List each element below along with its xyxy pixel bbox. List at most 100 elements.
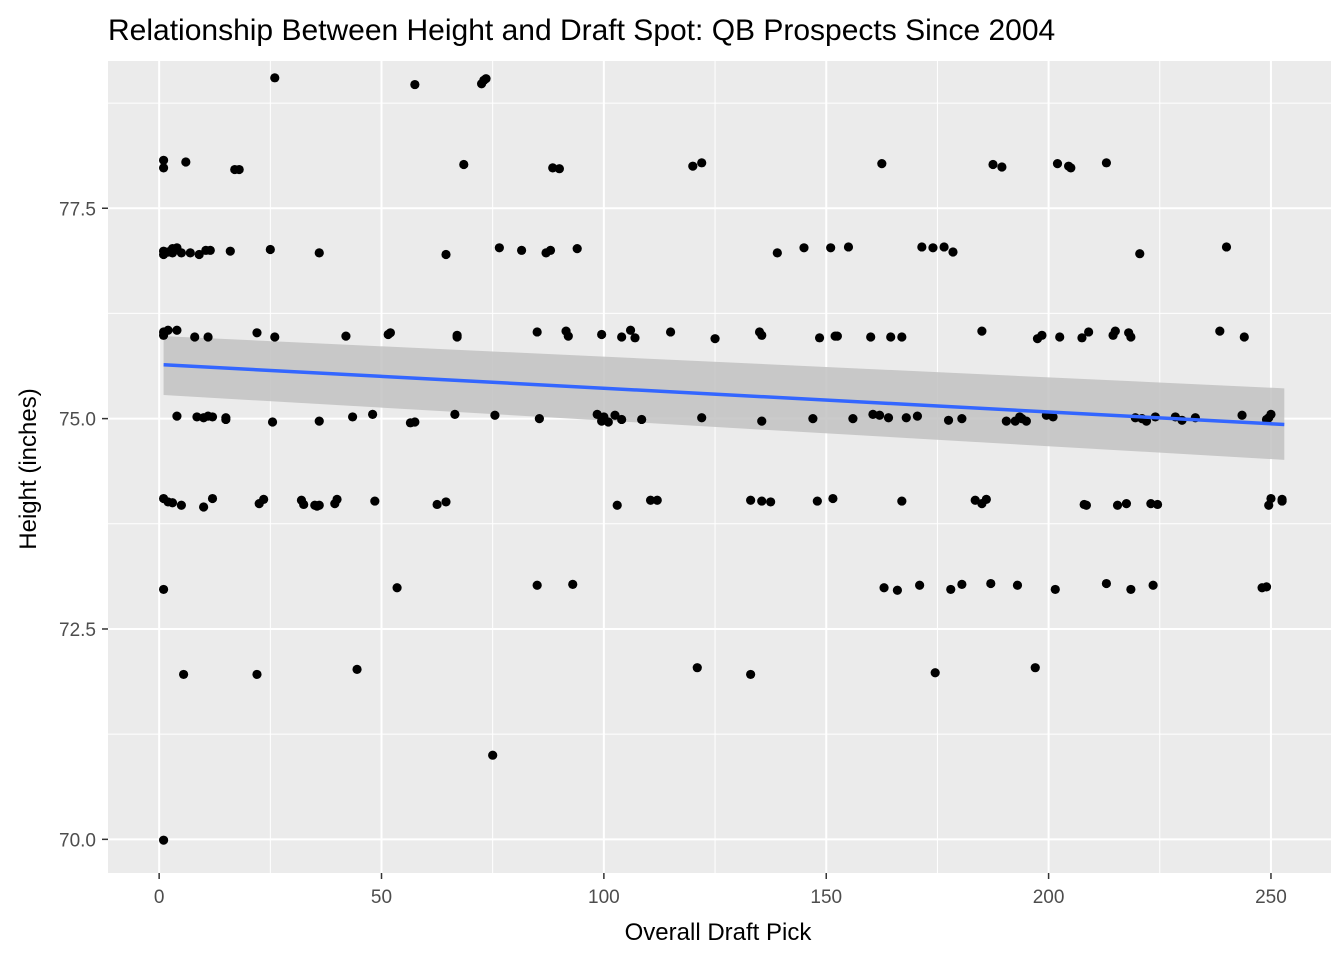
data-point [194, 249, 204, 260]
data-point [410, 79, 420, 90]
y-tick-label: 75.0 [59, 410, 96, 431]
data-point [630, 333, 640, 343]
data-point [370, 496, 380, 506]
data-point [450, 409, 460, 420]
data-point [1121, 499, 1132, 509]
data-point [617, 414, 627, 425]
data-point [563, 331, 573, 341]
data-point [452, 330, 462, 340]
data-point [534, 414, 544, 424]
data-point [1050, 584, 1060, 595]
data-point [199, 502, 209, 512]
x-axis-title: Overall Draft Pick [625, 919, 813, 946]
data-point [158, 584, 169, 595]
data-point [943, 415, 954, 425]
data-point [939, 242, 949, 252]
data-point [930, 668, 940, 678]
data-point [267, 417, 278, 427]
plot-panel [108, 61, 1331, 873]
data-point [1112, 500, 1123, 510]
data-point [225, 246, 235, 256]
data-point [710, 334, 720, 344]
data-point [637, 414, 647, 425]
data-point [1077, 333, 1087, 343]
data-point [1261, 582, 1272, 592]
chart-title: Relationship Between Height and Draft Sp… [108, 14, 1055, 47]
data-point [314, 248, 324, 258]
data-point [1126, 584, 1136, 595]
data-point [886, 332, 896, 342]
data-point [812, 496, 822, 506]
data-point [1239, 332, 1249, 342]
data-point [1266, 493, 1276, 504]
data-point [1215, 326, 1225, 336]
y-axis: 70.0 72.5 75.0 77.5 [59, 199, 108, 851]
data-point [799, 243, 809, 253]
y-tick-label: 72.5 [59, 620, 96, 641]
data-point [875, 410, 885, 420]
data-point [917, 242, 927, 252]
data-point [252, 669, 262, 680]
data-point [205, 245, 215, 255]
data-point [332, 494, 342, 504]
data-point [746, 495, 756, 505]
data-point [348, 412, 358, 422]
data-points [158, 73, 1287, 845]
data-point [167, 498, 178, 508]
data-point [814, 333, 825, 343]
data-point [185, 248, 195, 258]
data-point [766, 497, 776, 507]
data-point [392, 583, 402, 593]
data-point [866, 332, 876, 342]
data-point [826, 243, 836, 253]
data-point [1148, 580, 1158, 590]
data-point [192, 412, 202, 422]
y-tick-label: 70.0 [59, 830, 96, 851]
data-point [645, 495, 656, 505]
data-point [158, 155, 169, 165]
data-point [1001, 416, 1011, 426]
data-point [568, 579, 578, 589]
data-point [808, 414, 818, 424]
data-point [1135, 249, 1145, 259]
data-point [172, 411, 182, 421]
data-point [1021, 416, 1031, 426]
data-point [901, 413, 911, 423]
data-point [988, 159, 998, 170]
data-point [1266, 409, 1276, 420]
data-point [697, 413, 707, 423]
data-point [432, 499, 442, 510]
data-point [652, 495, 662, 505]
data-point [1055, 332, 1065, 342]
data-point [314, 500, 324, 510]
data-point [410, 417, 420, 427]
x-tick-label: 0 [154, 887, 165, 908]
data-point [270, 332, 280, 342]
data-point [1052, 159, 1063, 169]
data-point [897, 332, 907, 342]
data-point [1152, 499, 1163, 510]
data-point [190, 332, 200, 342]
data-point [1126, 332, 1136, 342]
data-point [697, 158, 707, 168]
data-point [828, 493, 838, 504]
data-point [1030, 663, 1040, 673]
data-point [892, 585, 902, 595]
data-point [612, 500, 622, 510]
data-point [1101, 158, 1112, 168]
data-point [459, 159, 469, 170]
data-point [481, 74, 491, 84]
data-point [158, 163, 169, 173]
data-point [688, 161, 698, 171]
data-point [1146, 499, 1156, 509]
data-point [986, 578, 996, 589]
x-tick-label: 250 [1255, 887, 1287, 908]
minor-gridlines [108, 61, 1331, 873]
data-point [897, 496, 907, 506]
data-point [617, 332, 627, 342]
data-point [516, 245, 527, 255]
data-point [1012, 580, 1023, 590]
data-point [207, 412, 218, 422]
data-point [757, 496, 767, 506]
